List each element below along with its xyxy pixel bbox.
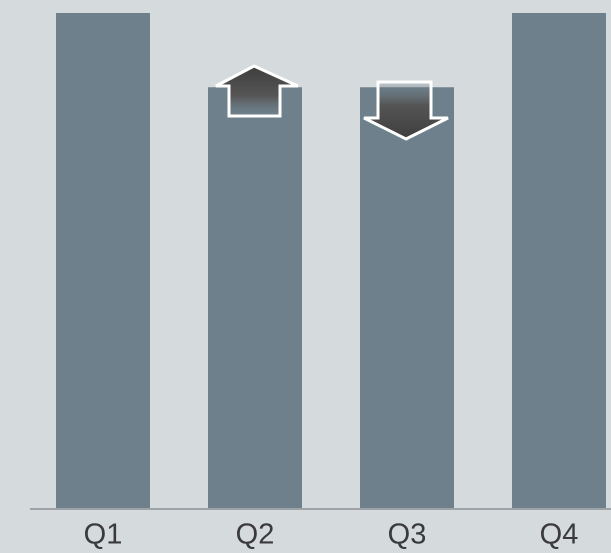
x-tick-label: Q3	[388, 519, 427, 551]
down-arrow	[363, 80, 449, 141]
x-tick-label: Q2	[236, 519, 275, 551]
labels: Q1 Q2 Q3 Q4	[84, 519, 579, 551]
x-tick-label: Q1	[84, 519, 123, 551]
bar	[360, 87, 454, 508]
bar	[208, 87, 302, 508]
x-tick-label: Q4	[540, 519, 579, 551]
bars	[56, 13, 606, 508]
bar	[512, 13, 606, 508]
bar	[56, 13, 150, 508]
up-arrow	[215, 64, 299, 118]
